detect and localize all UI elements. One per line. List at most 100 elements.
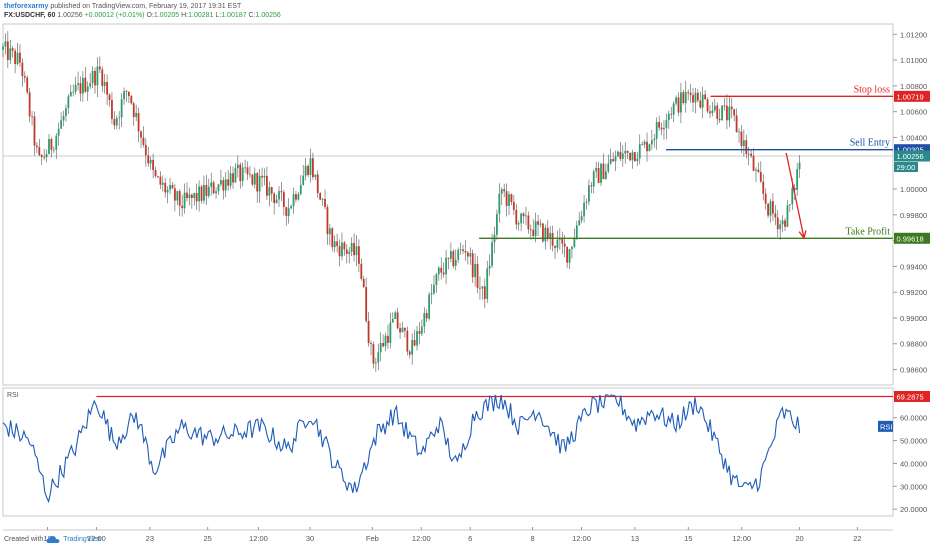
rsi-tick-label: 60.0000 — [900, 414, 927, 423]
candle-body — [425, 313, 428, 319]
candle-body — [680, 92, 682, 113]
candle-body — [319, 193, 322, 200]
rsi-level-tag — [894, 390, 930, 402]
candle-body — [788, 204, 791, 206]
candle-body — [178, 191, 181, 206]
candle-body — [295, 194, 297, 200]
candle-body — [774, 213, 777, 218]
price-tick-label: 1.00400 — [900, 133, 927, 142]
author-link[interactable]: theforexarmy — [4, 3, 49, 10]
candle-body — [6, 41, 9, 61]
candle-body — [520, 213, 523, 224]
candle-body — [181, 205, 184, 209]
candle-body — [650, 140, 653, 145]
candle-body — [612, 159, 615, 162]
candle-body — [658, 121, 661, 128]
candle-body — [33, 116, 36, 146]
rsi-tick-label: 50.0000 — [900, 437, 927, 446]
candle-body — [745, 140, 748, 155]
chart-header: theforexarmy published on TradingView.co… — [4, 2, 281, 20]
candle-body — [45, 154, 48, 158]
candle-body — [442, 272, 445, 275]
candle-body — [433, 284, 435, 294]
candle-body — [268, 187, 271, 196]
price-tick-label: 0.98800 — [900, 340, 927, 349]
candle-body — [57, 128, 60, 136]
candle-body — [290, 206, 293, 209]
candle-body — [123, 91, 125, 100]
candle-body — [16, 52, 19, 65]
candle-body — [84, 77, 87, 92]
low-label: L: — [215, 12, 222, 19]
rsi-tick-label: 40.0000 — [900, 459, 927, 468]
change-value: +0.00012 (+0.01%) — [84, 12, 145, 19]
price-tick-label: 0.99000 — [900, 314, 927, 323]
candle-body — [636, 158, 639, 162]
candle-body — [384, 335, 387, 347]
candle-body — [682, 92, 685, 104]
candle-body — [91, 70, 94, 84]
tradingview-brand[interactable]: TradingView — [63, 536, 102, 543]
candle-body — [764, 193, 767, 204]
price-tick-label: 1.01200 — [900, 30, 927, 39]
candle-body — [454, 259, 457, 266]
candle-body — [154, 169, 157, 177]
candle-body — [762, 181, 765, 194]
candle-body — [597, 167, 600, 183]
candle-body — [546, 227, 549, 239]
rsi-series-line — [2, 394, 801, 504]
candle-body — [590, 185, 593, 187]
candle-body — [365, 287, 368, 321]
candle-body — [464, 250, 467, 253]
candle-body — [474, 263, 477, 278]
candle-body — [663, 127, 665, 130]
candle-body — [113, 119, 116, 126]
candle-body — [137, 113, 140, 132]
candle-body — [251, 174, 254, 185]
candle-body — [667, 113, 670, 121]
candle-body — [491, 242, 493, 266]
candle-body — [709, 111, 711, 114]
level-name: Take Profit — [845, 226, 890, 237]
publish-info: published on TradingView.com, February 1… — [50, 3, 242, 10]
candle-body — [626, 150, 629, 153]
candle-body — [355, 246, 358, 256]
price-tick-label: 0.98600 — [900, 366, 927, 375]
countdown-tag — [894, 162, 918, 173]
candle-body — [336, 241, 339, 247]
candle-body — [287, 208, 290, 217]
candle-body — [585, 201, 588, 203]
price-pane-frame — [2, 23, 894, 386]
open-value: 1.00205 — [153, 12, 180, 19]
candle-body — [450, 251, 452, 259]
candle-body — [135, 113, 138, 118]
candle-body — [447, 257, 450, 259]
candle-body — [609, 159, 612, 164]
candle-body — [798, 162, 801, 170]
candle-body — [321, 198, 324, 200]
candle-body — [556, 239, 559, 248]
candle-body — [103, 82, 106, 86]
candle-body — [312, 158, 314, 178]
candle-body — [706, 99, 709, 112]
footer: Created with TradingView — [4, 535, 102, 544]
candle-body — [350, 242, 353, 252]
candle-body — [212, 182, 215, 194]
candle-body — [2, 46, 4, 50]
candle-body — [445, 257, 447, 275]
candle-body — [307, 165, 309, 175]
candle-body — [588, 185, 590, 202]
level-price-label: 0.99618 — [897, 234, 924, 243]
candle-body — [326, 207, 329, 235]
price-tick-label: 1.00000 — [900, 185, 927, 194]
candle-body — [512, 202, 515, 210]
candle-body — [38, 147, 41, 156]
candle-body — [299, 184, 302, 195]
price-tick-label: 1.01000 — [900, 56, 927, 65]
candle-body — [486, 268, 489, 299]
candle-body — [459, 249, 462, 251]
rsi-tick-label: 20.0000 — [900, 505, 927, 514]
candle-body — [747, 153, 750, 155]
candle-body — [127, 91, 130, 97]
